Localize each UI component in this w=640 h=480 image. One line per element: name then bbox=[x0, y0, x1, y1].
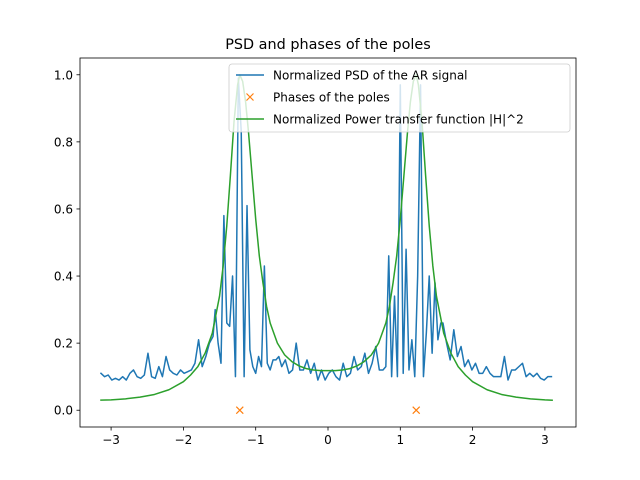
y-tick-label: 0.0 bbox=[54, 404, 73, 418]
y-tick-label: 0.6 bbox=[54, 202, 73, 216]
y-tick-label: 0.2 bbox=[54, 337, 73, 351]
legend-box bbox=[228, 63, 571, 133]
y-tick-label: 0.4 bbox=[54, 270, 73, 284]
x-tick-label: −2 bbox=[175, 433, 193, 447]
x-tick-label: 3 bbox=[541, 433, 549, 447]
x-tick-label: −3 bbox=[102, 433, 120, 447]
x-tick-label: 2 bbox=[469, 433, 477, 447]
series-1 bbox=[235, 406, 421, 415]
legend-label: Normalized Power transfer function |H|^2 bbox=[273, 113, 524, 127]
series-0 bbox=[99, 77, 553, 381]
legend-marker-swatch bbox=[246, 93, 254, 101]
pole-marker bbox=[235, 406, 244, 415]
axes: −3 −2 −1 0 1 2 3 0.0 0.2 0.4 0.6 0.8 1.0 bbox=[54, 57, 577, 447]
series-2 bbox=[100, 74, 553, 401]
legend-label: Phases of the poles bbox=[273, 91, 390, 105]
series-group bbox=[99, 74, 553, 415]
pole-marker bbox=[412, 406, 421, 415]
x-tick-label: −1 bbox=[247, 433, 265, 447]
y-tick-label: 1.0 bbox=[54, 68, 73, 82]
y-tick-label: 0.8 bbox=[54, 135, 73, 149]
x-tick-label: 1 bbox=[396, 433, 404, 447]
x-tick-label: 0 bbox=[324, 433, 332, 447]
legend: Normalized PSD of the AR signal Phases of… bbox=[228, 63, 571, 133]
chart-title: PSD and phases of the poles bbox=[225, 37, 431, 53]
series-line-0 bbox=[99, 77, 553, 381]
legend-label: Normalized PSD of the AR signal bbox=[273, 69, 468, 83]
series-line-2 bbox=[100, 74, 553, 401]
plot-area bbox=[99, 74, 553, 415]
